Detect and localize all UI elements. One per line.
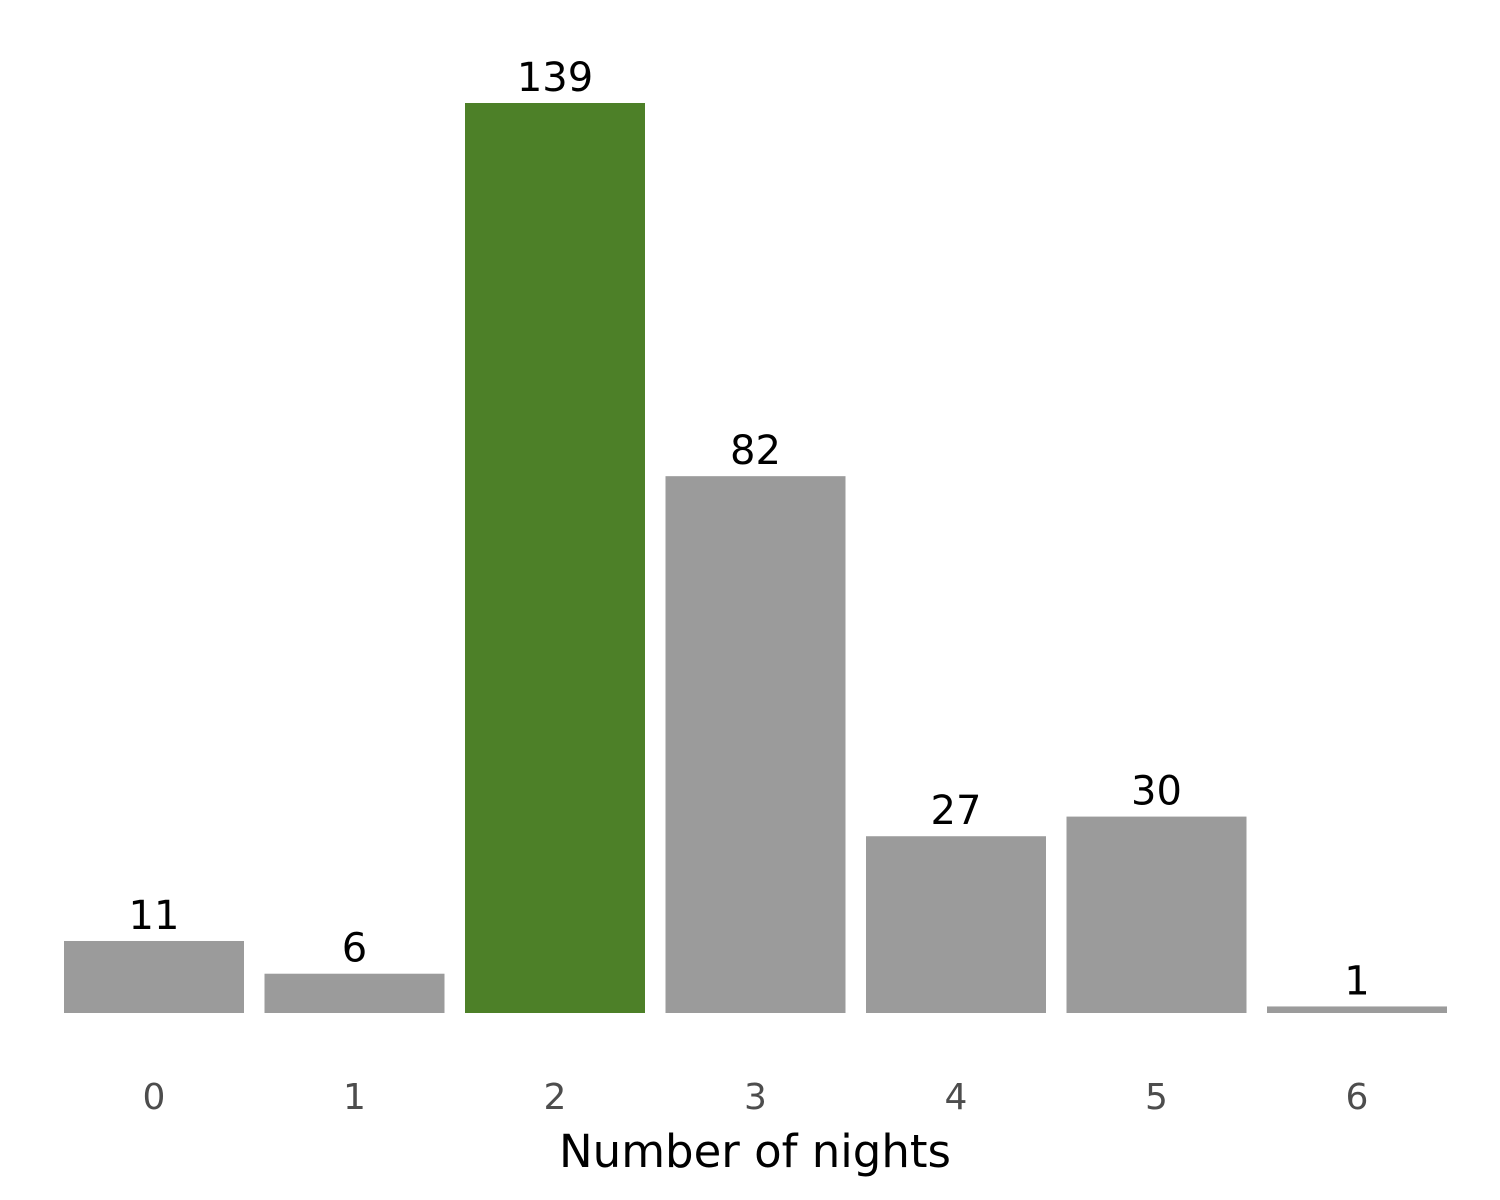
x-tick-label-0: 0 xyxy=(143,1077,166,1118)
x-tick-label-3: 3 xyxy=(744,1077,767,1118)
x-axis-title: Number of nights xyxy=(559,1125,951,1178)
bars-group xyxy=(64,103,1447,1013)
bar-0 xyxy=(64,940,244,1013)
bar-value-label-6: 1 xyxy=(1344,958,1369,1004)
bar-2 xyxy=(465,103,645,1013)
bar-4 xyxy=(866,836,1046,1013)
bar-1 xyxy=(264,973,445,1013)
bar-value-label-3: 82 xyxy=(730,428,781,474)
bar-labels-group: 11 6 139 82 27 30 1 xyxy=(129,55,1370,1004)
x-tick-label-4: 4 xyxy=(945,1077,968,1118)
bar-6 xyxy=(1267,1006,1447,1013)
bar-value-label-4: 27 xyxy=(931,788,982,834)
bar-value-label-1: 6 xyxy=(342,926,367,972)
x-axis-ticks: 0 1 2 3 4 5 6 xyxy=(143,1077,1369,1118)
x-tick-label-1: 1 xyxy=(343,1077,366,1118)
bar-5 xyxy=(1066,816,1247,1013)
x-tick-label-5: 5 xyxy=(1145,1077,1168,1118)
bar-value-label-5: 30 xyxy=(1131,769,1182,815)
bar-3 xyxy=(665,476,846,1013)
bar-value-label-0: 11 xyxy=(129,893,180,939)
x-tick-label-2: 2 xyxy=(544,1077,567,1118)
x-tick-label-6: 6 xyxy=(1346,1077,1369,1118)
bar-value-label-2: 139 xyxy=(517,55,593,101)
